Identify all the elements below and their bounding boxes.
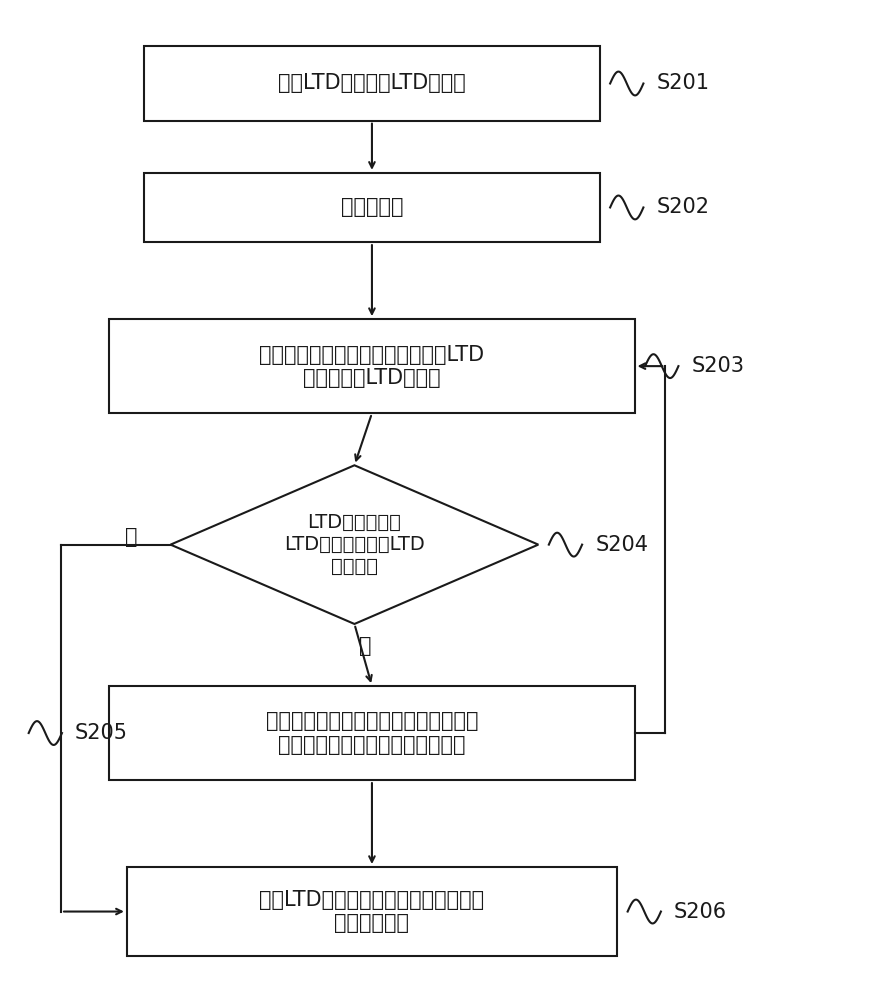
- Text: S202: S202: [657, 197, 710, 217]
- Bar: [144, 46, 599, 121]
- Polygon shape: [171, 465, 538, 624]
- Bar: [110, 686, 635, 780]
- Text: S204: S204: [595, 535, 648, 555]
- Text: 是: 是: [125, 527, 137, 547]
- Text: 根据LTD测试值为感烟控制芯片设置正
常报警的阈值: 根据LTD测试值为感烟控制芯片设置正 常报警的阈值: [259, 890, 484, 933]
- Text: LTD测试值大于
LTD最小值且小于LTD
最大值？: LTD测试值大于 LTD最小值且小于LTD 最大值？: [284, 513, 425, 576]
- Text: 否: 否: [359, 636, 371, 656]
- Text: 根据线性算法调整增益值，得到新的增
益值，将增益值更新为新的增益值: 根据线性算法调整增益值，得到新的增 益值，将增益值更新为新的增益值: [266, 711, 478, 755]
- Text: S201: S201: [657, 73, 710, 93]
- Text: 设置LTD最小值、LTD最大值: 设置LTD最小值、LTD最大值: [278, 73, 466, 93]
- Bar: [126, 867, 617, 956]
- Text: S203: S203: [691, 356, 744, 376]
- Text: 感烟控制芯片接收增益值，并进行LTD
测试，输出LTD测试值: 感烟控制芯片接收增益值，并进行LTD 测试，输出LTD测试值: [259, 345, 484, 388]
- Text: S206: S206: [674, 902, 728, 922]
- Bar: [110, 319, 635, 413]
- Bar: [144, 173, 599, 242]
- Text: S205: S205: [75, 723, 128, 743]
- Text: 设置增益值: 设置增益值: [340, 197, 403, 217]
